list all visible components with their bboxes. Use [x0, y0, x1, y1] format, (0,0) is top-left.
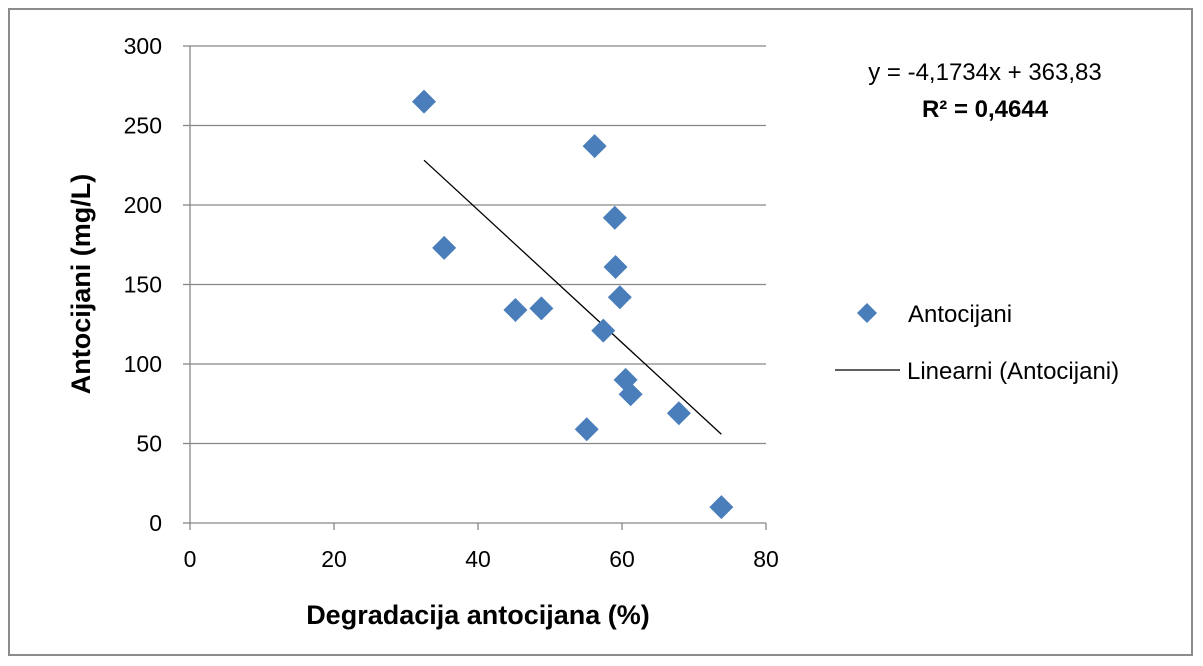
data-point-9	[607, 285, 632, 310]
legend: Antocijani Linearni (Antocijani)	[835, 301, 1119, 385]
x-tick-label-0: 0	[184, 546, 197, 572]
data-point-2	[503, 297, 528, 322]
data-point-12	[666, 401, 691, 426]
gridlines	[190, 45, 766, 445]
y-tick-label-300: 300	[124, 33, 162, 59]
legend-label-trendline: Linearni (Antocijani)	[907, 358, 1119, 385]
y-tick-label-200: 200	[124, 192, 162, 218]
y-tick-label-50: 50	[136, 431, 162, 457]
trendline-layer	[423, 159, 722, 435]
data-point-3	[529, 296, 554, 321]
y-tick-label-150: 150	[124, 272, 162, 298]
trendline-equation: y = -4,1734x + 363,83	[868, 59, 1102, 86]
trendline	[423, 159, 722, 435]
data-point-6	[591, 318, 616, 343]
data-point-11	[618, 382, 643, 407]
data-point-0	[412, 89, 436, 114]
legend-label-series: Antocijani	[908, 301, 1012, 328]
data-point-7	[602, 205, 627, 230]
axes: 0 50 100 150 200 250 300 0 20 40 60 80	[124, 33, 779, 572]
x-tick-label-40: 40	[465, 546, 491, 572]
data-point-13	[709, 495, 734, 520]
data-point-8	[603, 255, 628, 280]
legend-marker-diamond	[857, 303, 877, 323]
x-axis-title: Degradacija antocijana (%)	[306, 600, 650, 630]
y-tick-label-100: 100	[124, 351, 162, 377]
data-point-1	[432, 235, 457, 260]
y-tick-label-0: 0	[149, 510, 162, 536]
data-point-4	[574, 417, 599, 442]
x-tick-label-20: 20	[321, 546, 347, 572]
x-tick-label-60: 60	[609, 546, 635, 572]
data-point-5	[582, 134, 607, 159]
y-axis-title: Antocijani (mg/L)	[66, 174, 96, 394]
data-points	[412, 89, 734, 520]
y-tick-label-250: 250	[124, 113, 162, 139]
r-squared-label: R² = 0,4644	[922, 96, 1049, 123]
x-tick-label-80: 80	[753, 546, 779, 572]
